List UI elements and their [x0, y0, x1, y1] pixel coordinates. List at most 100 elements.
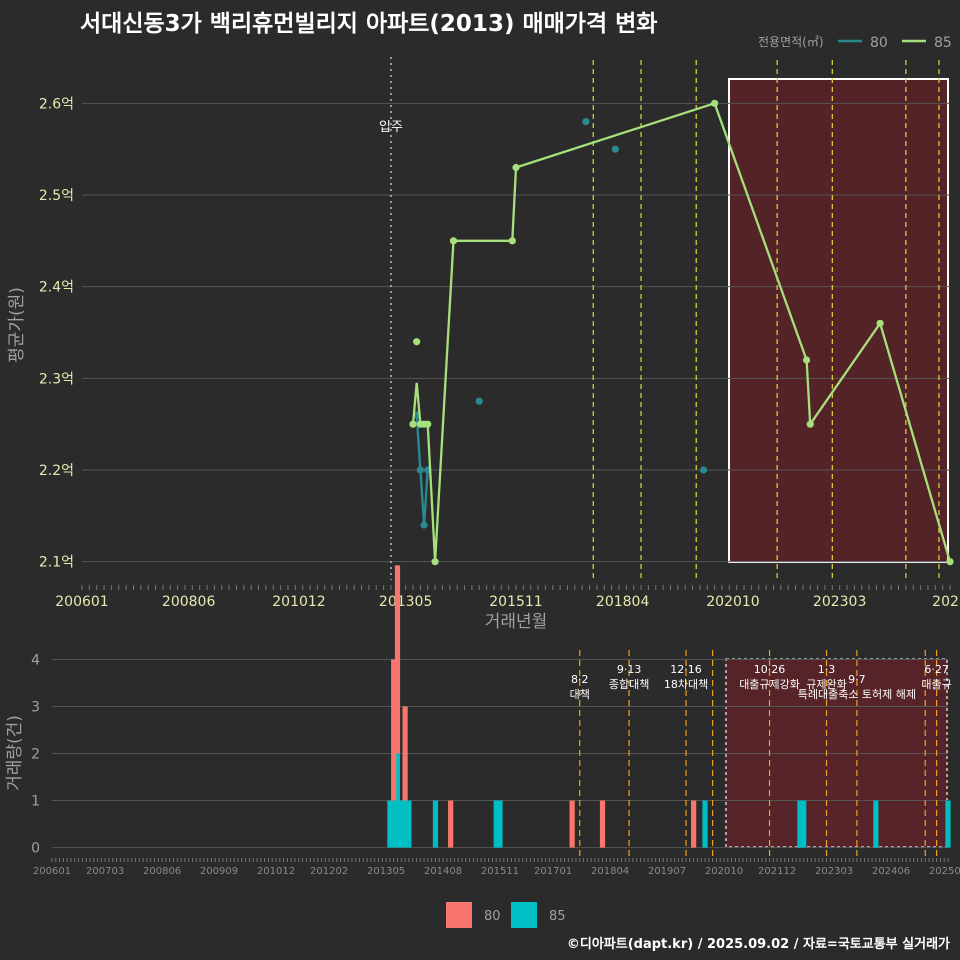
- price-x-tick-label: 200806: [162, 594, 216, 610]
- series-point-85: [512, 163, 520, 172]
- policy-label-text: 규제완화: [806, 678, 846, 691]
- volume-bar-85: [406, 800, 412, 848]
- price-x-tick-label: 202010: [706, 594, 759, 610]
- policy-label-text: 18차대책: [664, 678, 708, 691]
- policy-label-text: 대출규: [921, 678, 951, 691]
- volume-x-tick-label: 201907: [648, 866, 686, 877]
- policy-label-date: 12·16: [670, 663, 702, 676]
- volume-bar-85: [797, 800, 803, 848]
- series-point-80: [582, 118, 590, 126]
- volume-y-tick-label: 1: [31, 794, 40, 810]
- policy-label-text: 대책: [570, 688, 590, 701]
- policy-label-date: 9·7: [848, 673, 866, 686]
- volume-x-tick-label: 200806: [143, 866, 181, 877]
- policy-label-date: 1·3: [818, 663, 836, 676]
- series-point-85: [876, 319, 884, 327]
- volume-y-tick-label: 0: [31, 841, 40, 857]
- price-x-tick-label: 201305: [379, 594, 432, 610]
- volume-legend-label-85: 85: [549, 909, 566, 924]
- series-point-80: [416, 466, 424, 474]
- volume-bar-80: [448, 800, 454, 848]
- volume-bar-85: [398, 800, 404, 848]
- price-y-tick-label: 2.5억: [39, 188, 74, 204]
- volume-x-tick-label: 200703: [86, 866, 124, 877]
- volume-bar-80: [394, 565, 401, 754]
- price-x-tick-label: 201511: [489, 594, 542, 610]
- volume-y-tick-label: 3: [31, 699, 40, 715]
- volume-bar-80: [569, 800, 575, 848]
- volume-x-tick-label: 201012: [257, 866, 295, 877]
- volume-bar-85: [391, 800, 397, 848]
- volume-legend-key-85: [511, 902, 537, 928]
- policy-label-text: 대출규제강화: [739, 678, 800, 691]
- volume-x-tick-label: 201511: [481, 866, 519, 877]
- legend-title: 전용면적(㎡): [758, 35, 824, 49]
- volume-legend-key-80: [446, 902, 472, 928]
- volume-bar-80: [599, 800, 606, 848]
- price-y-tick-label: 2.1억: [39, 555, 74, 571]
- volume-bar-85: [801, 800, 807, 848]
- series-point-85: [946, 558, 954, 566]
- policy-label-date: 8·2: [571, 673, 589, 686]
- chart-title: 서대신동3가 백리휴먼빌리지 아파트(2013) 매매가격 변화: [80, 11, 658, 37]
- policy-label-date: 10·26: [754, 663, 786, 676]
- price-x-axis-title: 거래년월: [485, 612, 548, 632]
- series-point-80: [420, 521, 428, 529]
- volume-bar-80: [691, 800, 697, 848]
- volume-bar-85: [402, 800, 408, 848]
- volume-x-tick-label: 201701: [534, 866, 572, 877]
- volume-y-tick-label: 4: [31, 652, 40, 668]
- price-x-tick-label: 201012: [272, 594, 325, 610]
- series-point-85: [508, 237, 516, 245]
- legend-label-85: 85: [934, 35, 952, 51]
- volume-bar-85: [432, 800, 439, 848]
- volume-x-tick-label: 200909: [200, 866, 238, 877]
- volume-bar-85: [873, 800, 879, 848]
- legend-label-80: 80: [870, 35, 888, 51]
- policy-label-date: 9·13: [617, 663, 642, 676]
- volume-bar-85: [945, 800, 951, 848]
- volume-bar-85: [497, 800, 503, 848]
- series-point-80: [611, 145, 619, 153]
- series-point-85: [413, 338, 421, 346]
- series-point-85: [806, 420, 814, 428]
- highlight-period-box: [728, 78, 949, 563]
- price-y-tick-label: 2.2억: [39, 463, 74, 479]
- series-point-85: [711, 99, 719, 107]
- price-x-tick-label: 201804: [596, 594, 650, 610]
- price-x-tick-label: 200601: [55, 594, 108, 610]
- volume-bar-80: [391, 659, 397, 801]
- policy-label-text: 특례대출축소 토허제 해제: [798, 687, 916, 701]
- volume-x-tick-label: 201305: [367, 866, 405, 877]
- series-point-85: [424, 420, 432, 428]
- price-x-tick-label: 2025: [932, 594, 960, 610]
- series-point-85: [409, 420, 417, 428]
- volume-x-tick-label: 202303: [815, 866, 853, 877]
- volume-x-tick-label: 201804: [591, 866, 629, 877]
- occupancy-label: 입주: [379, 120, 403, 135]
- series-point-80: [475, 397, 483, 405]
- volume-x-tick-label: 202010: [705, 866, 743, 877]
- price-y-axis-title: 평균가(원): [7, 287, 27, 363]
- price-x-tick-label: 202303: [813, 594, 866, 610]
- volume-x-tick-label: 200601: [33, 866, 71, 877]
- source-credit: ©디아파트(dapt.kr) / 2025.09.02 / 자료=국토교통부 실…: [566, 937, 950, 952]
- price-y-tick-label: 2.3억: [39, 371, 74, 387]
- policy-label-text: 종합대책: [609, 678, 649, 691]
- volume-x-tick-label: 202406: [872, 866, 910, 877]
- volume-bar-85: [387, 800, 393, 848]
- series-point-80: [699, 466, 708, 474]
- series-line-80: [415, 414, 429, 526]
- series-point-85: [449, 237, 458, 245]
- volume-y-tick-label: 2: [31, 747, 40, 763]
- price-y-tick-label: 2.6억: [39, 96, 74, 112]
- policy-label-date: 6·27: [924, 663, 949, 676]
- volume-bar-85: [493, 800, 499, 848]
- series-point-85: [802, 356, 811, 364]
- volume-legend-label-80: 80: [484, 909, 501, 924]
- volume-bar-85: [702, 800, 708, 848]
- volume-bar-85: [394, 753, 401, 848]
- volume-y-axis-title: 거래량(건): [5, 715, 25, 791]
